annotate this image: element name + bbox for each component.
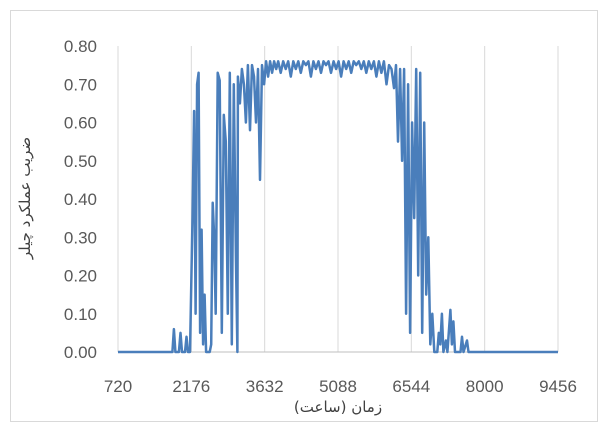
x-tick-label: 8000 — [466, 377, 504, 396]
x-tick-label: 2176 — [172, 377, 210, 396]
x-tick-label: 3632 — [246, 377, 284, 396]
y-tick-label: 0.70 — [64, 75, 97, 94]
x-tick-label: 9456 — [539, 377, 577, 396]
y-tick-labels: 0.00 0.10 0.20 0.30 0.40 0.50 0.60 0.70 0.80 — [64, 37, 97, 362]
y-tick-label: 0.60 — [64, 114, 97, 133]
x-tick-label: 5088 — [319, 377, 357, 396]
x-axis-title: زمان (ساعت) — [294, 398, 382, 416]
y-tick-label: 0.50 — [64, 152, 97, 171]
y-tick-label: 0.20 — [64, 267, 97, 286]
y-tick-label: 0.30 — [64, 228, 97, 247]
x-tick-label: 6544 — [392, 377, 430, 396]
series-line — [118, 60, 558, 354]
y-tick-label: 0.80 — [64, 37, 97, 56]
x-tick-label: 720 — [104, 377, 132, 396]
y-tick-label: 0.40 — [64, 190, 97, 209]
y-tick-label: 0.00 — [64, 343, 97, 362]
y-tick-label: 0.10 — [64, 305, 97, 324]
series-layer — [118, 60, 558, 354]
chart-frame — [10, 10, 598, 422]
y-axis-title: ضریب عملکرد چیلر — [16, 137, 34, 260]
gridlines — [117, 46, 559, 352]
x-tick-labels: 720 2176 3632 5088 6544 8000 9456 — [104, 377, 577, 396]
